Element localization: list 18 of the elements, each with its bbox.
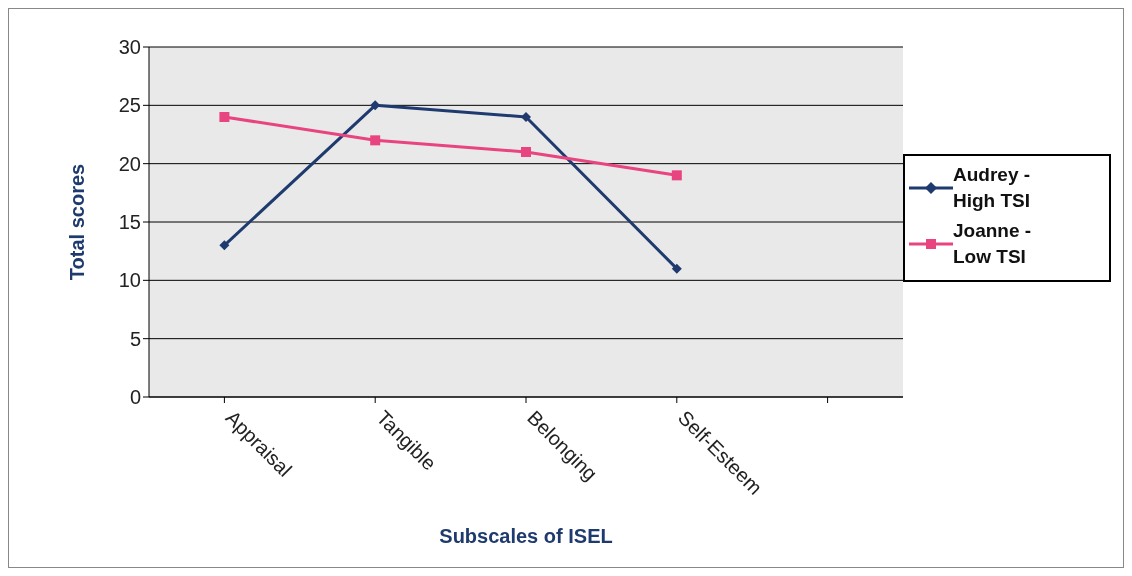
y-tick-label: 5 [129, 327, 141, 350]
point [219, 240, 230, 251]
y-tick-label: 15 [118, 211, 141, 234]
y-tick-label: 20 [118, 152, 141, 175]
point [671, 263, 682, 274]
legend-label: Audrey - High TSI [953, 163, 1032, 213]
y-tick-label: 0 [129, 386, 141, 409]
point [219, 112, 230, 122]
point [521, 112, 531, 122]
y-tick-label: 10 [118, 269, 141, 292]
x-axis-title: Subscales of ISEL [439, 525, 613, 547]
point [671, 170, 682, 181]
y-tick-label: 25 [118, 94, 141, 117]
y-tick-label: 30 [118, 36, 141, 59]
legend-label: Joanne - Low TSI [953, 219, 1033, 269]
point [521, 147, 531, 157]
point [370, 135, 381, 146]
y-axis-title: Total scores [66, 163, 89, 281]
